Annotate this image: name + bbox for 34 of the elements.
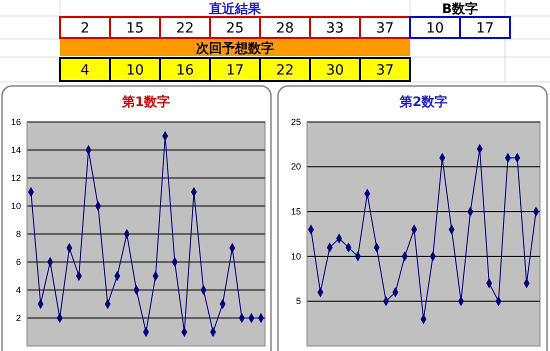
y-tick-label: 2 bbox=[16, 312, 21, 323]
y-tick-label: 20 bbox=[290, 162, 301, 172]
text: 37 bbox=[376, 62, 394, 78]
text: 15 bbox=[126, 20, 144, 36]
y-tick-label: 8 bbox=[16, 228, 21, 239]
text: 10 bbox=[126, 62, 144, 78]
text: 30 bbox=[326, 62, 344, 78]
y-tick-label: 5 bbox=[296, 296, 301, 306]
text: 16 bbox=[176, 62, 194, 78]
y-tick-label: 16 bbox=[10, 116, 21, 127]
chart-title: 第2数字 bbox=[398, 94, 448, 110]
y-tick-label: 4 bbox=[16, 284, 21, 295]
text: 17 bbox=[476, 20, 494, 36]
text: 4 bbox=[80, 62, 90, 78]
text: 次回予想数字 bbox=[196, 40, 274, 56]
text: 2 bbox=[80, 20, 90, 36]
y-tick-label: 25 bbox=[290, 116, 301, 127]
text: B数字 bbox=[442, 1, 478, 17]
y-tick-label: 12 bbox=[10, 172, 21, 183]
text: 22 bbox=[276, 62, 294, 78]
y-tick-label: 10 bbox=[290, 251, 301, 262]
text: 37 bbox=[376, 20, 394, 36]
text: 10 bbox=[426, 20, 444, 36]
y-tick-label: 6 bbox=[16, 256, 21, 267]
y-tick-label: 10 bbox=[10, 200, 21, 211]
text: 25 bbox=[226, 20, 244, 36]
text: 28 bbox=[276, 20, 294, 36]
chart-title: 第1数字 bbox=[120, 94, 170, 110]
y-tick-label: 14 bbox=[10, 144, 21, 155]
text: 17 bbox=[226, 62, 244, 78]
text: 22 bbox=[176, 20, 194, 36]
text: 33 bbox=[326, 20, 344, 36]
text: 直近結果 bbox=[208, 1, 262, 17]
y-tick-label: 15 bbox=[290, 206, 301, 216]
